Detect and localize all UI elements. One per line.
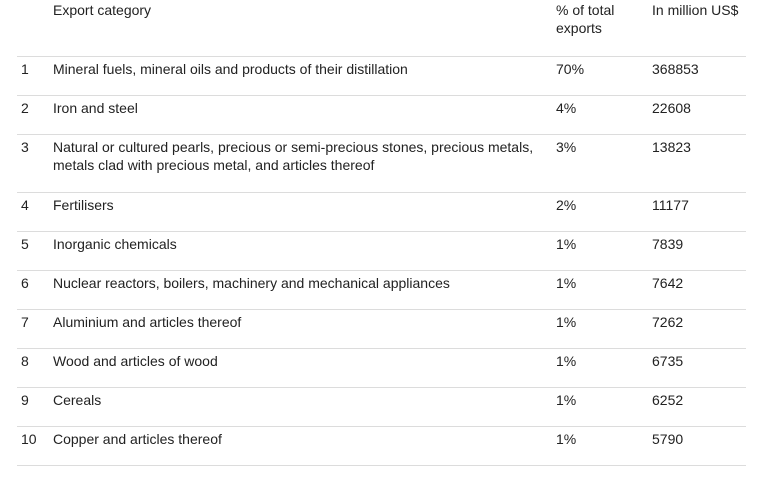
row-category-line1: Fertilisers — [53, 197, 114, 213]
row-percent: 1% — [556, 431, 577, 447]
row-category-line1: Copper and articles thereof — [53, 431, 222, 447]
row-value: 22608 — [652, 100, 691, 116]
row-category-line1: Wood and articles of wood — [53, 353, 218, 369]
row-rank: 4 — [21, 197, 29, 213]
row-category-line1: Natural or cultured pearls, precious or … — [53, 139, 534, 155]
row-category-line2: metals clad with precious metal, and art… — [53, 157, 375, 173]
table-row: 3 Natural or cultured pearls, precious or… — [17, 135, 746, 193]
row-category-line1: Inorganic chemicals — [53, 236, 177, 252]
header-rank — [17, 1, 53, 56]
row-export-category: Copper and articles thereof — [53, 430, 556, 465]
table-row: 2 Iron and steel 4% 22608 — [17, 96, 746, 135]
row-export-category: Cereals — [53, 391, 556, 426]
row-rank: 6 — [21, 275, 29, 291]
row-value: 6735 — [652, 353, 684, 369]
table-body: 1 Mineral fuels, mineral oils and product… — [17, 57, 746, 466]
row-category-line1: Aluminium and articles thereof — [53, 314, 242, 330]
header-percent-line1: % of total — [556, 2, 615, 18]
row-percent: 1% — [556, 392, 577, 408]
row-value: 6252 — [652, 392, 684, 408]
header-export-category: Export category — [53, 2, 152, 18]
row-rank: 9 — [21, 392, 29, 408]
row-rank: 1 — [21, 61, 29, 77]
header-percent-line2: exports — [556, 20, 602, 36]
exports-table: Export category % of total exports In mi… — [17, 0, 746, 466]
row-category-line1: Cereals — [53, 392, 102, 408]
row-export-category: Natural or cultured pearls, precious or … — [53, 138, 556, 192]
row-percent: 2% — [556, 197, 577, 213]
row-value: 368853 — [652, 61, 699, 77]
row-percent: 1% — [556, 353, 577, 369]
table-row: 6 Nuclear reactors, boilers, machinery an… — [17, 271, 746, 310]
row-value: 7839 — [652, 236, 684, 252]
row-value: 7262 — [652, 314, 684, 330]
row-category-line1: Mineral fuels, mineral oils and products… — [53, 61, 408, 77]
row-rank: 3 — [21, 139, 29, 155]
row-percent: 4% — [556, 100, 577, 116]
row-rank: 7 — [21, 314, 29, 330]
row-value: 7642 — [652, 275, 684, 291]
row-category-line1: Nuclear reactors, boilers, machinery and… — [53, 275, 450, 291]
row-value: 13823 — [652, 139, 691, 155]
table-row: 10 Copper and articles thereof 1% 5790 — [17, 427, 746, 466]
table-row: 5 Inorganic chemicals 1% 7839 — [17, 232, 746, 271]
header-value-musd: In million US$ — [652, 2, 739, 18]
row-export-category: Fertilisers — [53, 196, 556, 231]
row-export-category: Mineral fuels, mineral oils and products… — [53, 60, 556, 95]
row-export-category: Inorganic chemicals — [53, 235, 556, 270]
row-export-category: Nuclear reactors, boilers, machinery and… — [53, 274, 556, 309]
row-value: 5790 — [652, 431, 684, 447]
table-row: 1 Mineral fuels, mineral oils and product… — [17, 57, 746, 96]
row-rank: 8 — [21, 353, 29, 369]
header-percent-total: % of total exports — [556, 1, 652, 56]
row-category-line1: Iron and steel — [53, 100, 138, 116]
row-percent: 3% — [556, 139, 577, 155]
row-export-category: Iron and steel — [53, 99, 556, 134]
table-row: 8 Wood and articles of wood 1% 6735 — [17, 349, 746, 388]
row-percent: 1% — [556, 314, 577, 330]
row-rank: 2 — [21, 100, 29, 116]
row-percent: 70% — [556, 61, 585, 77]
table-row: 7 Aluminium and articles thereof 1% 7262 — [17, 310, 746, 349]
row-rank: 5 — [21, 236, 29, 252]
row-export-category: Aluminium and articles thereof — [53, 313, 556, 348]
table-row: 4 Fertilisers 2% 11177 — [17, 193, 746, 232]
table-row: 9 Cereals 1% 6252 — [17, 388, 746, 427]
row-percent: 1% — [556, 275, 577, 291]
row-export-category: Wood and articles of wood — [53, 352, 556, 387]
row-rank: 10 — [21, 431, 37, 447]
row-percent: 1% — [556, 236, 577, 252]
table-header-row: Export category % of total exports In mi… — [17, 0, 746, 57]
row-value: 11177 — [652, 197, 689, 213]
